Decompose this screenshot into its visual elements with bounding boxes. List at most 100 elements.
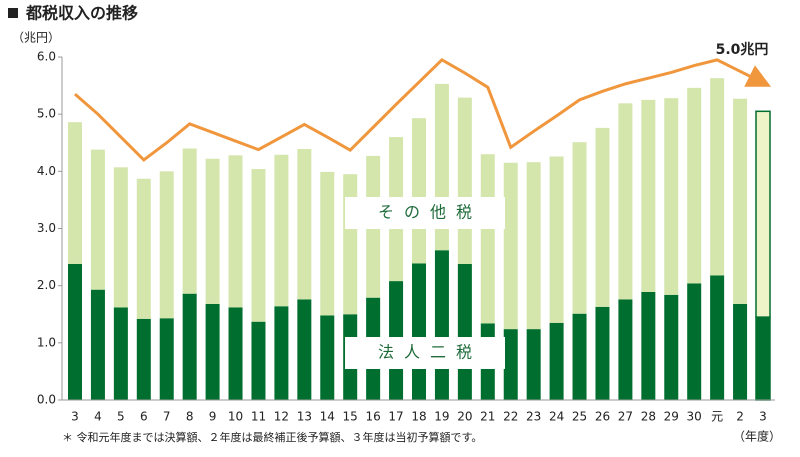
x-tick-label: 元 [711,410,723,424]
series-label-box [345,337,505,369]
annotation: 5.0兆円 [716,42,769,58]
x-tick-label: 15 [343,410,358,424]
bar-segment [205,303,220,400]
series-label-box [345,197,505,229]
x-tick-label: 11 [251,410,266,424]
bar-segment [159,318,174,400]
bar-segment [251,321,266,400]
x-tick-label: 29 [664,410,679,424]
bar-segment [503,329,518,400]
footnote: ＊ 令和元年度までは決算額、２年度は最終補正後予算額、３年度は当初予算額です。 [62,430,482,444]
x-tick-label: 5 [117,410,125,424]
x-tick-label: 6 [140,410,148,424]
x-tick-label: 14 [320,410,335,424]
trend-line [74,57,772,162]
y-tick-label: 1.0 [37,335,56,349]
x-tick-label: 16 [365,410,380,424]
series-label: その他税 [378,203,482,222]
bar-segment [572,313,587,400]
bar-segment [526,162,541,330]
y-tick-label: 4.0 [37,164,56,178]
bar-segment [412,118,426,264]
bar-segment [159,171,174,319]
x-tick-label: 12 [274,410,289,424]
y-tick-label: 2.0 [37,278,56,292]
x-tick-label: 23 [526,410,541,424]
x-tick-label: 7 [163,410,171,424]
bar-segment [457,97,472,264]
x-tick-label: 27 [618,410,633,424]
bar-segment [572,142,587,314]
bar-segment [205,158,220,304]
chart-title: 都税収入の推移 [25,4,138,23]
bar-segment [526,329,541,400]
bar-segment [755,316,771,401]
bar-segment [274,306,289,400]
title-marker [8,8,18,18]
x-tick-label: 3 [71,410,79,424]
bar-segment [412,263,426,400]
bar-segment [320,171,335,316]
x-tick-label: 17 [388,410,403,424]
bar-segment [664,98,679,295]
x-tick-label: 2 [736,410,744,424]
x-tick-label: 21 [480,410,495,424]
x-axis-label: （年度） [733,429,781,444]
bar-segment [68,122,82,264]
bar-segment [687,87,702,284]
bar-segment [595,127,610,307]
bar-segment [136,178,151,319]
bar-segment [90,289,105,400]
x-tick-label: 30 [687,410,702,424]
bar-segment [251,169,266,322]
bar-segment [274,154,289,307]
bar-segment [113,307,128,400]
bar-segment [618,299,633,400]
x-tick-label: 25 [572,410,587,424]
bar-segment [733,303,748,400]
bar-segment [480,154,495,324]
bar-segment [755,110,771,318]
bar-segment [320,315,335,400]
x-tick-label: 13 [297,410,312,424]
bar-segment [182,148,197,294]
x-tick-label: 10 [228,410,243,424]
bar-segment [641,291,656,400]
bar-segment [687,283,702,400]
y-axis-label: （兆円） [12,31,60,45]
bar-segment [113,167,128,308]
x-tick-label: 8 [186,410,194,424]
y-tick-label: 5.0 [37,107,56,121]
bar-segment [343,174,358,315]
x-tick-label: 3 [759,410,767,424]
bar-segment [733,98,748,304]
x-tick-label: 22 [503,410,518,424]
bar-segment [136,318,151,400]
series-label: 法人二税 [378,343,482,362]
bar-segment [641,99,656,292]
x-tick-label: 19 [434,410,449,424]
bar-segment [457,263,472,400]
y-tick-label: 3.0 [37,221,56,235]
bar-segment [549,322,564,400]
bar-segment [228,307,243,400]
bar-segment [710,78,725,276]
bar-segment [503,162,518,330]
bar-segment [68,263,82,400]
x-tick-label: 26 [595,410,610,424]
bar-segment [434,250,449,400]
x-tick-label: 4 [94,410,102,424]
x-tick-label: 18 [411,410,426,424]
x-tick-label: 20 [457,410,472,424]
bar-segment [549,156,564,323]
y-tick-label: 6.0 [37,50,56,64]
bar-segment [90,149,105,290]
bar-segment [664,294,679,400]
y-tick-label: 0.0 [37,393,56,407]
x-tick-label: 28 [641,410,656,424]
bar-segment [618,103,633,300]
bar-segment [710,275,725,400]
bar-segment [297,299,312,400]
bar-segment [297,149,312,300]
